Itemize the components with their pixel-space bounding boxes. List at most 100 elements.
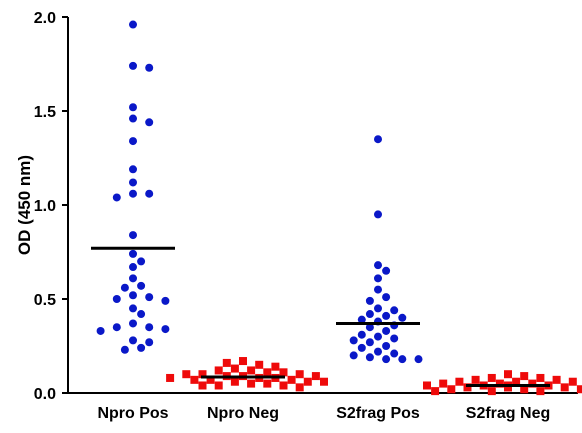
data-point-square bbox=[190, 375, 199, 384]
data-point-circle bbox=[365, 296, 374, 305]
data-point-square bbox=[576, 385, 582, 394]
data-point-square bbox=[528, 379, 537, 388]
data-point-circle bbox=[145, 293, 154, 302]
data-point-circle bbox=[357, 343, 366, 352]
data-point-circle bbox=[374, 261, 382, 270]
data-point-circle bbox=[374, 347, 382, 356]
data-point-circle bbox=[96, 326, 105, 335]
data-point-square bbox=[287, 375, 296, 384]
data-point-square bbox=[447, 385, 456, 394]
data-point-circle bbox=[129, 231, 137, 240]
data-point-square bbox=[222, 358, 231, 367]
data-point-circle bbox=[349, 336, 358, 345]
data-point-circle bbox=[129, 263, 137, 272]
data-point-square bbox=[198, 381, 207, 390]
data-point-square bbox=[214, 381, 223, 390]
data-point-square bbox=[487, 387, 496, 396]
data-point-square bbox=[279, 368, 288, 377]
data-point-square bbox=[303, 377, 312, 386]
data-points bbox=[96, 20, 582, 396]
data-point-circle bbox=[374, 285, 382, 294]
data-point-circle bbox=[374, 135, 382, 144]
data-point-circle bbox=[129, 20, 137, 29]
data-point-circle bbox=[357, 330, 366, 339]
data-point-circle bbox=[382, 266, 391, 275]
data-point-circle bbox=[137, 257, 146, 266]
data-point-square bbox=[423, 381, 431, 390]
data-point-circle bbox=[145, 118, 154, 127]
y-tick-label: 1.0 bbox=[34, 198, 56, 215]
data-point-circle bbox=[357, 315, 366, 324]
data-point-square bbox=[279, 381, 288, 390]
x-ticks: Npro Pos Npro Neg S2frag Pos S2frag Neg bbox=[97, 405, 550, 422]
data-point-square bbox=[431, 387, 440, 396]
data-point-circle bbox=[145, 338, 154, 347]
data-point-circle bbox=[161, 325, 170, 334]
data-point-square bbox=[214, 366, 223, 375]
data-point-square bbox=[504, 383, 512, 392]
data-point-square bbox=[520, 372, 529, 381]
data-point-square bbox=[166, 373, 175, 382]
data-point-circle bbox=[161, 296, 170, 305]
data-point-circle bbox=[145, 323, 154, 332]
data-point-circle bbox=[129, 319, 137, 328]
data-point-circle bbox=[382, 326, 391, 335]
data-point-circle bbox=[137, 343, 146, 352]
data-point-circle bbox=[129, 291, 137, 300]
data-point-circle bbox=[112, 323, 121, 332]
data-point-square bbox=[263, 368, 272, 377]
data-point-circle bbox=[145, 189, 154, 198]
data-point-square bbox=[504, 370, 512, 379]
data-point-circle bbox=[137, 281, 146, 290]
data-point-circle bbox=[129, 114, 137, 123]
data-point-circle bbox=[382, 342, 391, 350]
data-point-circle bbox=[129, 165, 137, 174]
data-point-circle bbox=[365, 310, 374, 319]
y-ticks: 0.0 0.5 1.0 1.5 2.0 bbox=[34, 10, 68, 403]
data-point-square bbox=[471, 375, 480, 384]
data-point-square bbox=[320, 377, 328, 386]
axes bbox=[67, 17, 578, 394]
data-point-square bbox=[536, 387, 545, 396]
data-point-square bbox=[568, 377, 577, 386]
data-point-circle bbox=[129, 178, 137, 187]
data-point-circle bbox=[390, 306, 399, 315]
data-point-circle bbox=[112, 295, 121, 303]
data-point-circle bbox=[390, 334, 399, 343]
data-point-circle bbox=[365, 323, 374, 332]
data-point-circle bbox=[374, 210, 382, 219]
data-point-circle bbox=[374, 332, 382, 341]
data-point-circle bbox=[382, 311, 391, 320]
y-tick-label: 0.5 bbox=[34, 292, 56, 309]
data-point-square bbox=[552, 375, 561, 384]
data-point-circle bbox=[382, 293, 391, 302]
data-point-circle bbox=[390, 349, 399, 358]
data-point-square bbox=[239, 357, 247, 366]
data-point-square bbox=[463, 383, 472, 392]
data-point-circle bbox=[120, 283, 129, 292]
data-point-circle bbox=[129, 274, 137, 283]
data-point-circle bbox=[374, 304, 382, 313]
data-point-square bbox=[198, 370, 207, 379]
data-point-circle bbox=[365, 338, 374, 347]
data-point-circle bbox=[129, 61, 137, 70]
data-point-circle bbox=[129, 249, 137, 258]
y-tick-label: 1.5 bbox=[34, 104, 56, 121]
x-tick-label: S2frag Pos bbox=[336, 405, 420, 422]
y-axis-title: OD (450 nm) bbox=[15, 155, 34, 255]
data-point-circle bbox=[398, 355, 407, 364]
data-point-circle bbox=[349, 351, 358, 360]
data-point-square bbox=[512, 377, 521, 386]
data-point-square bbox=[495, 379, 504, 388]
data-point-square bbox=[271, 362, 280, 371]
data-point-square bbox=[230, 364, 239, 373]
data-point-circle bbox=[129, 189, 137, 198]
y-tick-label: 0.0 bbox=[34, 386, 56, 403]
data-point-circle bbox=[129, 103, 137, 112]
data-point-circle bbox=[129, 336, 137, 345]
data-point-circle bbox=[365, 353, 374, 362]
data-point-square bbox=[255, 360, 264, 369]
data-point-square bbox=[520, 385, 529, 394]
